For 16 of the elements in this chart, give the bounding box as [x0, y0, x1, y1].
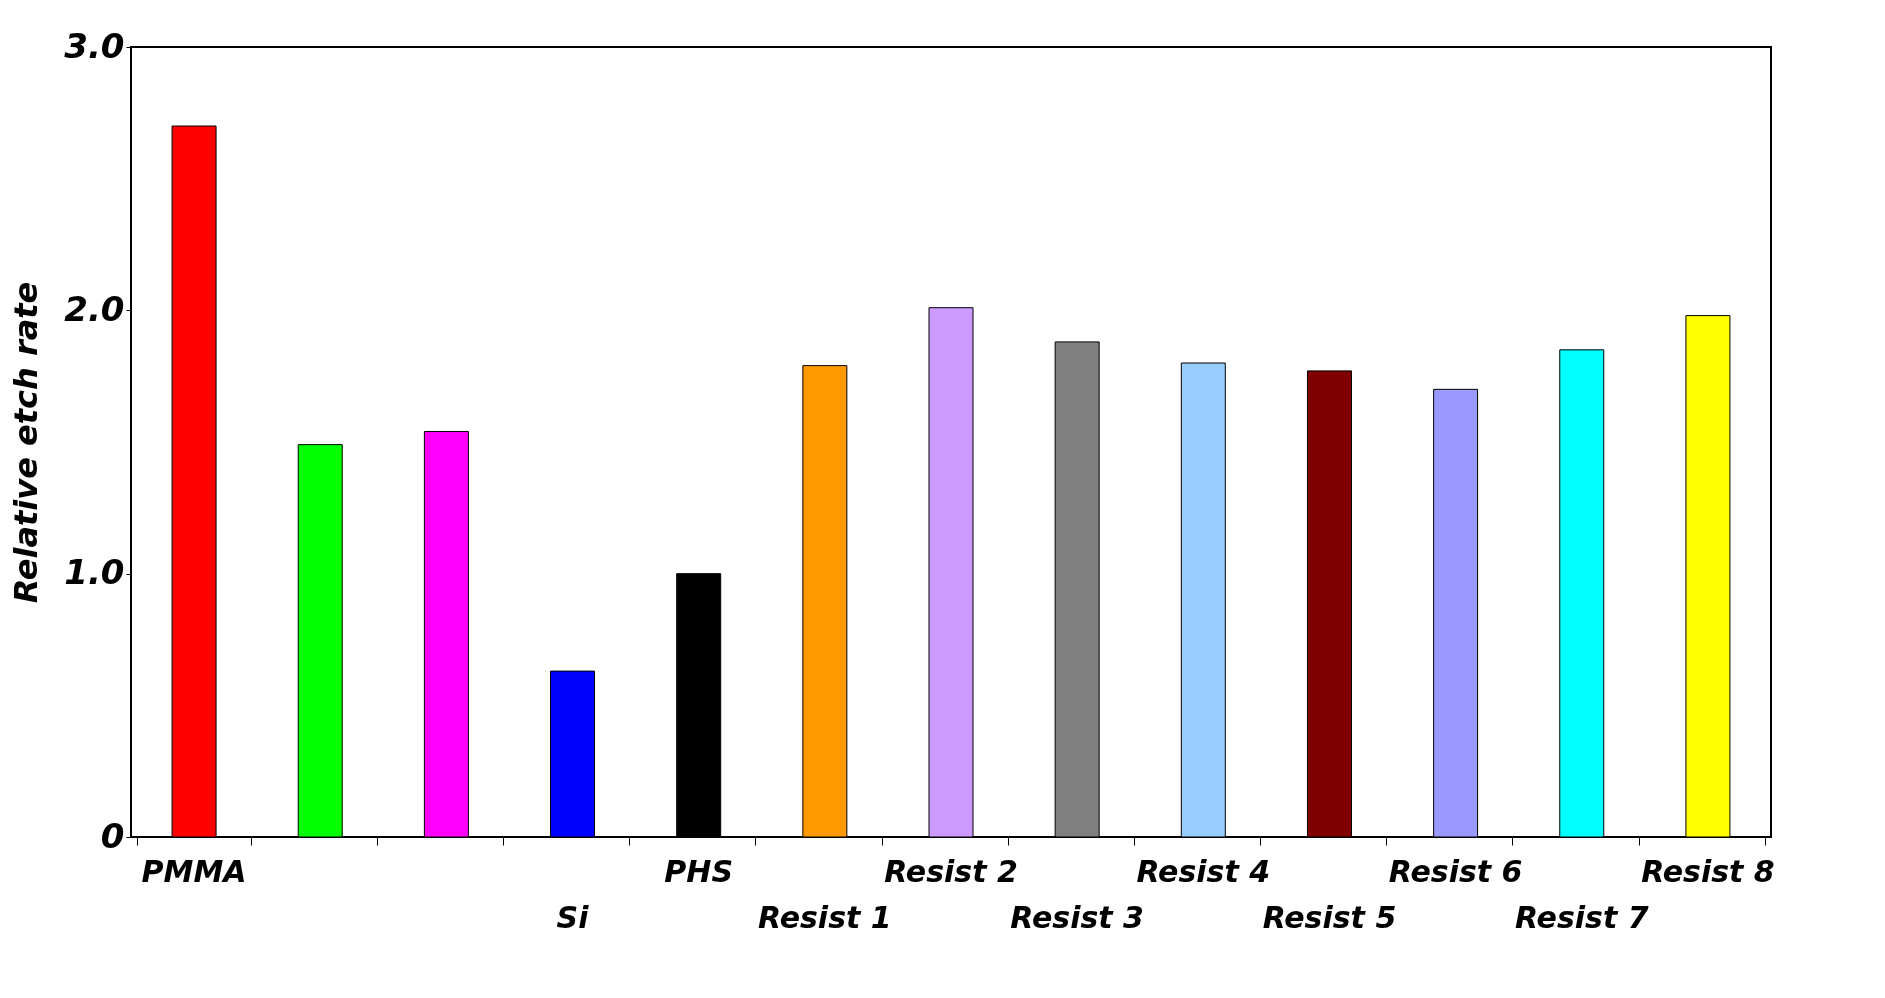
y-axis-title: Relative etch rate: [7, 281, 46, 604]
y-tick-label: 3.0: [64, 25, 125, 66]
x-tick-label: Si: [556, 900, 590, 935]
y-tick-label: 0: [100, 815, 125, 856]
y-tick-label: 2.0: [64, 288, 125, 329]
x-tick-label: Resist 5: [1262, 900, 1397, 935]
x-tick-label: Resist 4: [1136, 854, 1271, 889]
x-tick-label: PHS: [664, 854, 734, 889]
x-tick-label: Resist 7: [1514, 900, 1649, 935]
x-tick-label: PMMA: [141, 854, 247, 889]
x-tick-label: Resist 2: [884, 854, 1018, 889]
x-tick-label: Resist 1: [758, 900, 892, 935]
x-tick-label: Resist 3: [1010, 900, 1144, 935]
x-tick-label: Resist 6: [1388, 854, 1523, 889]
x-tick-label: Resist 8: [1641, 854, 1775, 889]
y-tick-label: 1.0: [64, 552, 125, 593]
